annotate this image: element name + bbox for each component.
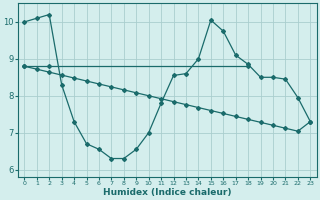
X-axis label: Humidex (Indice chaleur): Humidex (Indice chaleur): [103, 188, 232, 197]
